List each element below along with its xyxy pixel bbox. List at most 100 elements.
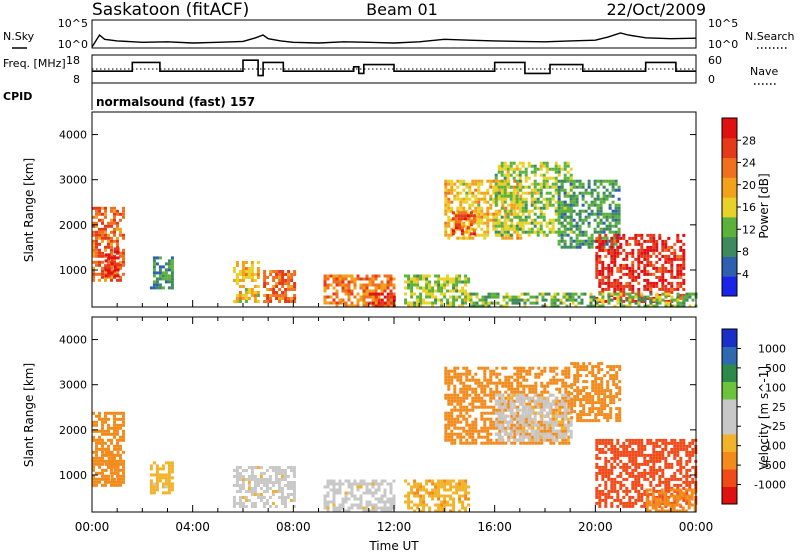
heatmap-cell (479, 299, 482, 302)
heatmap-cell (101, 421, 104, 424)
heatmap-cell (263, 285, 266, 288)
heatmap-cell (263, 273, 266, 276)
heatmap-cell (434, 489, 437, 492)
heatmap-cell (293, 481, 296, 484)
heatmap-cell (528, 192, 531, 195)
heatmap-cell (293, 285, 296, 288)
heatmap-cell (570, 392, 573, 395)
heatmap-cell (637, 249, 640, 252)
heatmap-cell (610, 442, 613, 445)
heatmap-cell (461, 504, 464, 507)
heatmap-cell (598, 502, 601, 505)
heatmap-cell (116, 279, 119, 282)
heatmap-cell (613, 451, 616, 454)
heatmap-cell (656, 299, 659, 302)
heatmap-cell (643, 463, 646, 466)
heatmap-cell (113, 418, 116, 421)
heatmap-cell (351, 489, 354, 492)
heatmap-cell (679, 478, 682, 481)
heatmap-cell (263, 294, 266, 297)
heatmap-cell (504, 162, 507, 165)
heatmap-cell (494, 296, 497, 299)
heatmap-cell (637, 454, 640, 457)
heatmap-cell (266, 469, 269, 472)
heatmap-cell (390, 293, 393, 296)
heatmap-cell (293, 475, 296, 478)
heatmap-cell (404, 299, 407, 302)
heatmap-cell (104, 415, 107, 418)
heatmap-cell (105, 454, 108, 457)
heatmap-cell (501, 424, 504, 427)
heatmap-cell (622, 463, 625, 466)
heatmap-cell (348, 507, 351, 510)
heatmap-cell (610, 246, 613, 249)
heatmap-cell (682, 448, 685, 451)
heatmap-cell (531, 192, 534, 195)
heatmap-cell (637, 493, 640, 496)
noise-panel-frame (92, 20, 696, 48)
heatmap-cell (655, 240, 658, 243)
heatmap-cell (122, 237, 125, 240)
heatmap-cell (652, 457, 655, 460)
heatmap-cell (637, 475, 640, 478)
heatmap-cell (618, 392, 621, 395)
heatmap-cell (637, 258, 640, 261)
heatmap-cell (287, 475, 290, 478)
heatmap-cell (404, 275, 407, 278)
heatmap-cell (444, 382, 447, 385)
heatmap-cell (366, 507, 369, 510)
heatmap-cell (263, 496, 266, 499)
heatmap-cell (473, 302, 476, 305)
heatmap-cell (564, 204, 567, 207)
heatmap-cell (561, 246, 564, 249)
heatmap-cell (254, 505, 257, 508)
heatmap-cell (171, 283, 174, 286)
heatmap-cell (555, 168, 558, 171)
heatmap-cell (655, 469, 658, 472)
heatmap-cell (652, 463, 655, 466)
heatmap-cell (631, 249, 634, 252)
heatmap-cell (607, 267, 610, 270)
heatmap-cell (510, 409, 513, 412)
heatmap-cell (564, 225, 567, 228)
heatmap-cell (610, 240, 613, 243)
heatmap-cell (682, 258, 685, 261)
heatmap-cell (413, 504, 416, 507)
heatmap-cell (369, 281, 372, 284)
heatmap-cell (477, 207, 480, 210)
heatmap-cell (640, 439, 643, 442)
heatmap-cell (471, 409, 474, 412)
heatmap-cell (459, 406, 462, 409)
heatmap-cell (113, 213, 116, 216)
heatmap-cell (95, 463, 98, 466)
heatmap-cell (579, 416, 582, 419)
heatmap-cell (236, 282, 239, 285)
heatmap-cell (366, 483, 369, 486)
heatmap-cell (552, 367, 555, 370)
heatmap-cell (98, 228, 101, 231)
heatmap-cell (616, 457, 619, 460)
heatmap-cell (456, 397, 459, 400)
heatmap-cell (625, 466, 628, 469)
heatmap-cell (664, 442, 667, 445)
heatmap-cell (554, 296, 557, 299)
heatmap-cell (570, 237, 573, 240)
heatmap-cell (404, 293, 407, 296)
heatmap-cell (670, 246, 673, 249)
beam-title: Beam 01 (366, 0, 438, 19)
heatmap-cell (407, 507, 410, 510)
heatmap-cell (558, 234, 561, 237)
heatmap-cell (419, 495, 422, 498)
heatmap-cell (676, 451, 679, 454)
heatmap-cell (603, 231, 606, 234)
heatmap-cell (652, 285, 655, 288)
heatmap-cell (691, 495, 694, 498)
heatmap-cell (612, 189, 615, 192)
heatmap-cell (525, 210, 528, 213)
heatmap-cell (263, 472, 266, 475)
heatmap-cell (591, 398, 594, 401)
heatmap-cell (558, 189, 561, 192)
heatmap-cell (531, 430, 534, 433)
heatmap-cell (628, 445, 631, 448)
